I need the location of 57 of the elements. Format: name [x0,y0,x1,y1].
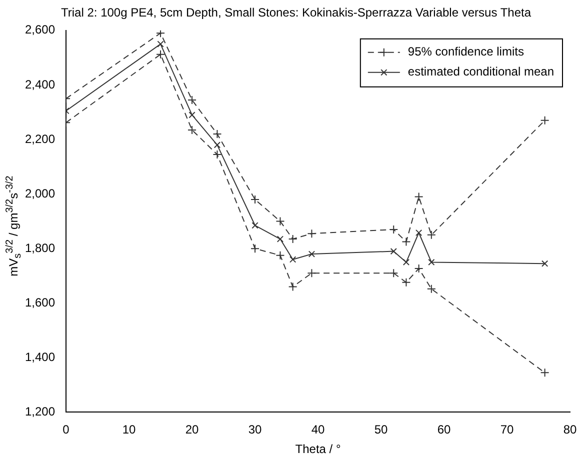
x-tick-label: 60 [437,422,451,437]
point [289,256,296,263]
point [188,95,197,104]
point [389,224,398,234]
point [276,216,285,226]
point [414,264,424,273]
x-tick-label: 0 [62,422,70,437]
point [276,236,284,242]
x-tick-label: 70 [500,422,514,437]
y-tick-label: 2,400 [25,77,56,92]
point [390,248,397,255]
point [428,258,435,266]
point [307,268,316,278]
point [288,234,298,244]
point [157,40,164,48]
y-tick-label: 1,400 [25,350,56,364]
point [214,142,221,148]
legend-label: estimated conditional mean [408,64,554,79]
x-tick-label: 10 [122,422,136,437]
point [308,250,316,258]
point [250,194,260,204]
point [415,229,422,236]
point [212,150,222,159]
point [540,116,550,125]
x-axis-title: Theta / ° [295,442,341,456]
point [402,237,411,246]
point [414,192,424,202]
point [250,244,260,254]
y-tick-label: 2,200 [25,132,56,146]
x-tick-label: 20 [185,422,200,437]
chart-title: Trial 2: 100g PE4, 5cm Depth, Small Stones: Kokinakis-Sperrazza Variable versus Theta [61,6,532,20]
point [307,229,316,238]
point [188,112,196,118]
point [288,282,298,292]
point [541,260,548,267]
x-tick-label: 80 [563,422,577,437]
x-tick-label: 30 [248,422,262,437]
x-tick-label: 50 [374,422,388,437]
point [540,368,550,378]
point [276,250,285,260]
y-tick-label: 1,800 [25,240,56,255]
point [188,125,197,134]
y-tick-label: 1,200 [25,404,56,419]
point [426,230,436,240]
point [402,258,410,266]
point [389,268,398,278]
point [426,284,436,294]
point [156,50,166,59]
point [252,222,258,229]
y-tick-label: 1,600 [25,295,56,310]
y-tick-label: 2,600 [25,22,56,37]
point [212,130,222,139]
point [402,278,411,287]
legend-label: 95% confidence limits [408,44,524,59]
y-tick-label: 2,000 [25,186,56,200]
x-tick-label: 40 [311,422,326,437]
point [156,30,166,38]
